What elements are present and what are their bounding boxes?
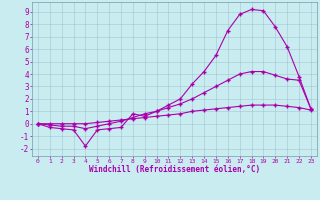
X-axis label: Windchill (Refroidissement éolien,°C): Windchill (Refroidissement éolien,°C) <box>89 165 260 174</box>
